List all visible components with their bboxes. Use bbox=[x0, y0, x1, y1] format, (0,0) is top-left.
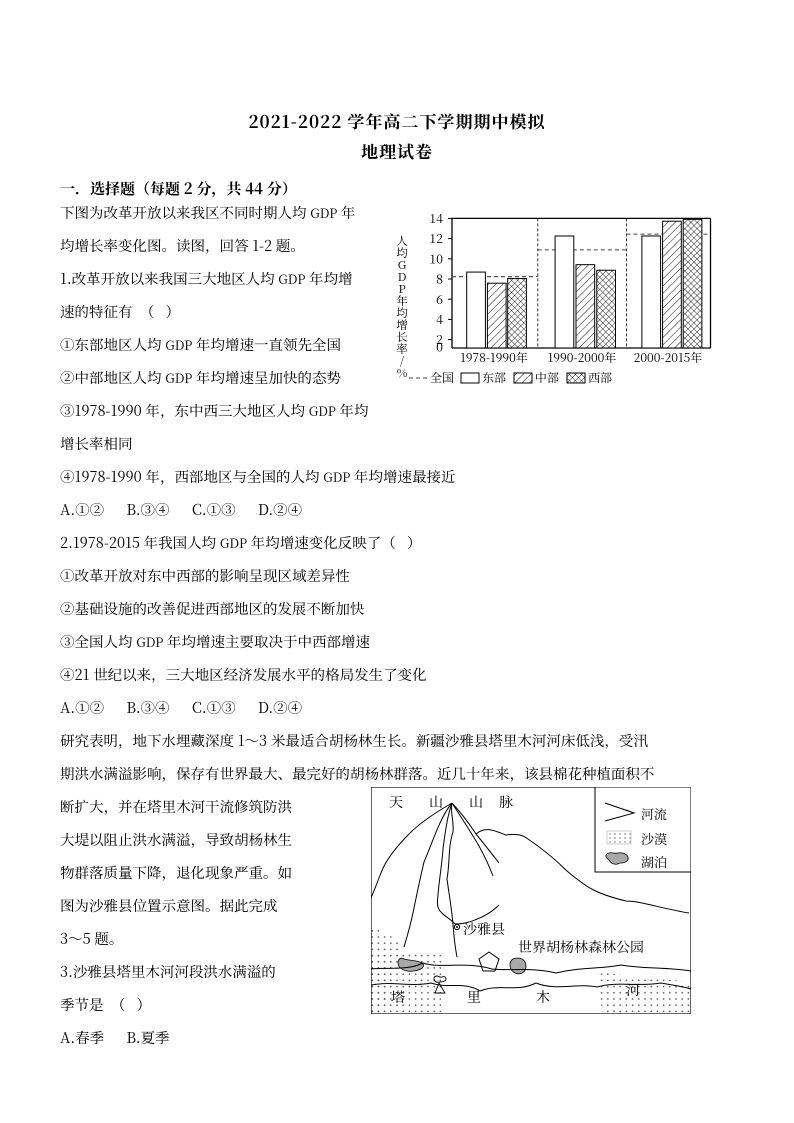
svg-text:脉: 脉 bbox=[499, 792, 513, 812]
svg-text:10: 10 bbox=[429, 249, 443, 267]
svg-text:8: 8 bbox=[436, 270, 443, 288]
svg-text:天: 天 bbox=[389, 792, 403, 812]
svg-text:1978-1990年: 1978-1990年 bbox=[460, 349, 528, 366]
svg-text:塔: 塔 bbox=[391, 987, 405, 1007]
svg-text:0: 0 bbox=[436, 338, 443, 356]
svg-text:湖泊: 湖泊 bbox=[641, 852, 667, 871]
svg-text:西部: 西部 bbox=[588, 369, 612, 386]
svg-text:%: % bbox=[397, 365, 408, 381]
svg-text:1990-2000年: 1990-2000年 bbox=[548, 349, 617, 366]
svg-text:山: 山 bbox=[469, 792, 483, 812]
svg-text:14: 14 bbox=[429, 210, 443, 227]
svg-text:世界胡杨林森林公园: 世界胡杨林森林公园 bbox=[518, 937, 644, 957]
svg-text:山: 山 bbox=[429, 792, 443, 812]
svg-text:里: 里 bbox=[467, 987, 481, 1007]
svg-text:6: 6 bbox=[436, 290, 443, 308]
svg-text:木: 木 bbox=[536, 987, 550, 1007]
svg-text:沙雅县: 沙雅县 bbox=[463, 919, 505, 939]
svg-text:12: 12 bbox=[429, 229, 443, 247]
svg-text:全国: 全国 bbox=[430, 369, 454, 386]
svg-text:河流: 河流 bbox=[641, 804, 667, 823]
svg-text:东部: 东部 bbox=[482, 369, 506, 386]
svg-text:4: 4 bbox=[436, 310, 443, 328]
svg-text:河: 河 bbox=[626, 980, 640, 1000]
svg-text:沙漠: 沙漠 bbox=[641, 829, 667, 848]
svg-text:2000-2015年: 2000-2015年 bbox=[634, 349, 703, 366]
svg-text:中部: 中部 bbox=[535, 369, 559, 386]
